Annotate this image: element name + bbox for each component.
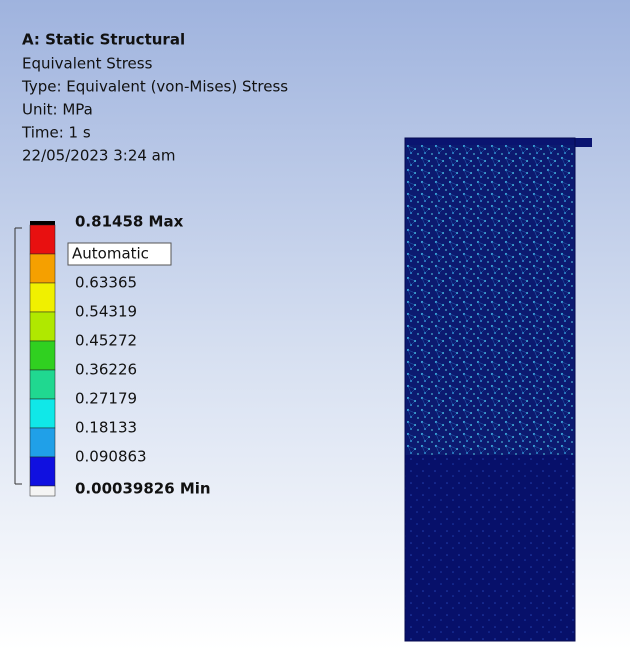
legend-band bbox=[30, 283, 55, 312]
header-line: Unit: MPa bbox=[22, 101, 93, 119]
legend-min-band bbox=[30, 486, 55, 496]
header-line: 22/05/2023 3:24 am bbox=[22, 147, 175, 165]
legend-label: 0.00039826 Min bbox=[75, 480, 211, 498]
header-line: Type: Equivalent (von-Mises) Stress bbox=[21, 78, 288, 96]
legend-band bbox=[30, 399, 55, 428]
header-line: Time: 1 s bbox=[21, 124, 91, 142]
legend-band bbox=[30, 341, 55, 370]
legend-label: 0.54319 bbox=[75, 303, 137, 321]
legend-band bbox=[30, 457, 55, 486]
legend-band bbox=[30, 225, 55, 254]
legend-label: 0.36226 bbox=[75, 361, 137, 379]
legend-band bbox=[30, 428, 55, 457]
legend-label: 0.63365 bbox=[75, 274, 137, 292]
model-lower bbox=[405, 455, 575, 641]
legend-label: 0.090863 bbox=[75, 448, 147, 466]
legend-label: 0.27179 bbox=[75, 390, 137, 408]
legend-cap bbox=[30, 221, 55, 225]
automatic-field[interactable]: Automatic bbox=[72, 245, 149, 263]
title: A: Static Structural bbox=[22, 31, 185, 49]
legend-label: 0.81458 Max bbox=[75, 213, 184, 231]
legend-label: 0.18133 bbox=[75, 419, 137, 437]
legend-band bbox=[30, 254, 55, 283]
header-line: Equivalent Stress bbox=[22, 55, 153, 73]
viewport: A: Static Structural Equivalent Stress Ty… bbox=[0, 0, 630, 650]
legend-label: 0.45272 bbox=[75, 332, 137, 350]
legend-band bbox=[30, 370, 55, 399]
model bbox=[405, 138, 592, 641]
model-upper bbox=[405, 145, 575, 457]
legend-band bbox=[30, 312, 55, 341]
